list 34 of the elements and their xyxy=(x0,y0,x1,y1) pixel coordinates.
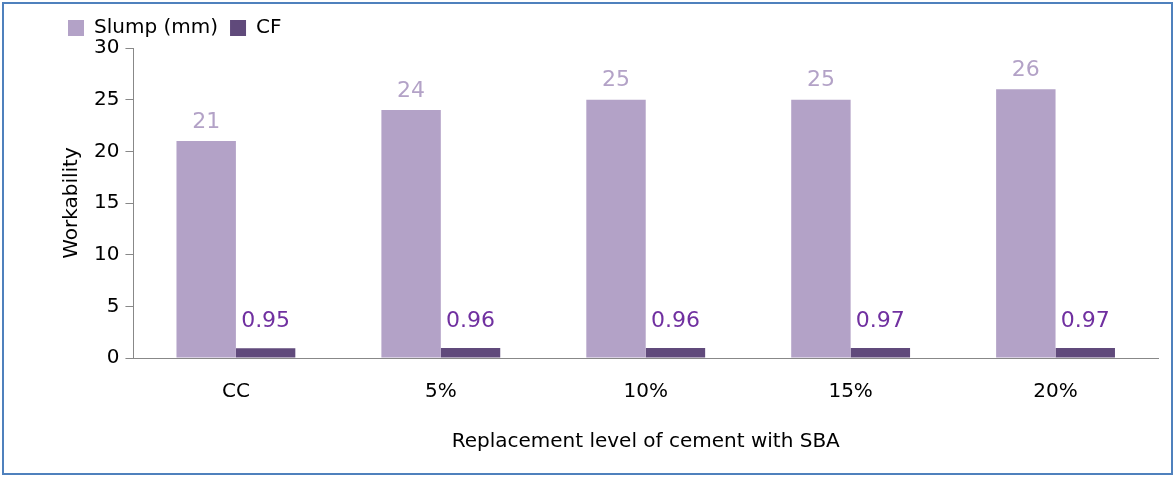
data-label: 25 xyxy=(806,66,835,92)
bar xyxy=(791,99,851,358)
data-label: 21 xyxy=(192,107,221,133)
data-label: 25 xyxy=(602,66,631,92)
data-label: 0.97 xyxy=(855,306,905,332)
bar xyxy=(645,348,706,358)
y-tick-label: 0 xyxy=(106,344,120,369)
data-label: 26 xyxy=(1011,56,1040,82)
bar xyxy=(1055,347,1115,358)
bar xyxy=(586,99,646,358)
y-tick-label: 20 xyxy=(94,137,120,162)
bar xyxy=(440,348,501,358)
data-label: 0.96 xyxy=(446,306,496,332)
data-label: 0.95 xyxy=(241,306,291,332)
x-tick-label: 10% xyxy=(623,378,668,403)
data-label: 0.97 xyxy=(1060,306,1110,332)
data-label: 0.96 xyxy=(650,306,700,332)
data-label: 24 xyxy=(397,76,426,102)
legend-label: CF xyxy=(256,14,282,39)
x-axis-title: Replacement level of cement with SBA xyxy=(451,428,841,453)
x-tick-label: 20% xyxy=(1033,378,1078,403)
bar xyxy=(850,347,911,358)
bar xyxy=(176,141,236,358)
bar xyxy=(235,348,296,358)
y-tick-label: 10 xyxy=(94,240,120,265)
x-tick-label: 5% xyxy=(424,378,457,403)
y-axis-title: Workability xyxy=(58,147,83,259)
y-tick-label: 15 xyxy=(94,189,120,214)
y-tick-label: 25 xyxy=(94,85,120,110)
bar xyxy=(381,110,441,358)
x-tick-label: CC xyxy=(221,378,250,403)
bar xyxy=(996,89,1056,358)
x-tick-label: 15% xyxy=(828,378,873,403)
y-tick-label: 5 xyxy=(106,292,120,317)
